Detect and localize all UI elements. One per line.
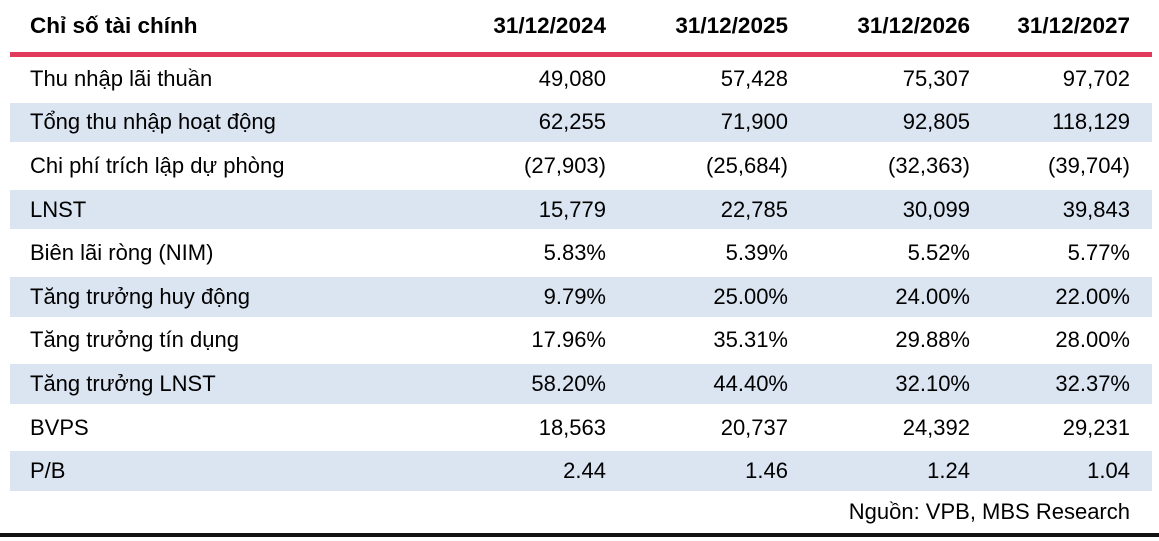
table-row: Thu nhập lãi thuần 49,080 57,428 75,307 97,7…	[10, 57, 1152, 101]
row-value: 32.10%	[895, 370, 970, 396]
row-label: BVPS	[30, 414, 89, 440]
row-value: 58.20%	[531, 370, 606, 396]
row-value: 49,080	[538, 65, 606, 91]
row-value: (39,704)	[1048, 152, 1130, 178]
bottom-divider	[0, 532, 1159, 537]
row-value: 2.44	[563, 458, 606, 484]
header-col-2027: 31/12/2027	[1017, 13, 1130, 38]
row-value: 5.52%	[907, 240, 970, 266]
row-value: 18,563	[538, 414, 606, 440]
row-value: 15,779	[538, 196, 606, 222]
row-value: 24,392	[902, 414, 970, 440]
row-value: 1.24	[927, 458, 970, 484]
row-value: (32,363)	[888, 152, 970, 178]
row-label: Biên lãi ròng (NIM)	[30, 240, 214, 266]
row-value: 71,900	[720, 109, 788, 135]
row-value: 22,785	[720, 196, 788, 222]
table-row: Tăng trưởng tín dụng 17.96% 35.31% 29.88% 28…	[10, 319, 1152, 363]
row-label: P/B	[30, 458, 66, 484]
row-value: (25,684)	[706, 152, 788, 178]
row-value: 75,307	[902, 65, 970, 91]
row-value: 5.39%	[725, 240, 788, 266]
table-body: Thu nhập lãi thuần 49,080 57,428 75,307 97,7…	[10, 57, 1152, 493]
header-col-2026: 31/12/2026	[857, 13, 970, 38]
financial-table: Chỉ số tài chính 31/12/2024 31/12/2025 3…	[10, 0, 1152, 493]
row-label: Tăng trưởng LNST	[30, 370, 216, 396]
header-col-2024: 31/12/2024	[493, 13, 606, 38]
header-label: Chỉ số tài chính	[30, 13, 198, 38]
row-value: 35.31%	[713, 327, 788, 353]
header-col-2025: 31/12/2025	[675, 13, 788, 38]
row-value: 25.00%	[713, 283, 788, 309]
row-value: 32.37%	[1055, 370, 1130, 396]
row-value: 28.00%	[1055, 327, 1130, 353]
row-value: 118,129	[1052, 109, 1130, 135]
row-value: 97,702	[1062, 65, 1130, 91]
row-value: 92,805	[902, 109, 970, 135]
row-value: 24.00%	[895, 283, 970, 309]
table-row: LNST 15,779 22,785 30,099 39,843	[10, 187, 1152, 232]
row-value: 57,428	[720, 65, 788, 91]
row-label: Chi phí trích lập dự phòng	[30, 152, 285, 178]
row-value: 20,737	[720, 414, 788, 440]
table-row: Tổng thu nhập hoạt động 62,255 71,900 92,80…	[10, 100, 1152, 145]
row-value: 44.40%	[713, 370, 788, 396]
table-row: Biên lãi ròng (NIM) 5.83% 5.39% 5.52% 5.77%	[10, 231, 1152, 275]
row-label: LNST	[30, 196, 87, 222]
row-label: Tăng trưởng tín dụng	[30, 327, 239, 353]
row-label: Tổng thu nhập hoạt động	[30, 109, 276, 135]
row-value: 17.96%	[531, 327, 606, 353]
row-value: 9.79%	[543, 283, 606, 309]
table-header-row: Chỉ số tài chính 31/12/2024 31/12/2025 3…	[10, 0, 1152, 57]
table-row: Tăng trưởng LNST 58.20% 44.40% 32.10% 32.37%	[10, 362, 1152, 406]
row-value: 30,099	[902, 196, 970, 222]
table-row: Tăng trưởng huy động 9.79% 25.00% 24.00% 22.…	[10, 274, 1152, 319]
row-value: 5.77%	[1067, 240, 1130, 266]
row-value: 29,231	[1062, 414, 1130, 440]
row-label: Tăng trưởng huy động	[30, 283, 250, 309]
row-value: 5.83%	[543, 240, 606, 266]
row-value: 1.46	[745, 458, 788, 484]
table-row: P/B 2.44 1.46 1.24 1.04	[10, 449, 1152, 493]
row-value: 29.88%	[895, 327, 970, 353]
table-row: Chi phí trích lập dự phòng (27,903) (25,68…	[10, 144, 1152, 188]
row-label: Thu nhập lãi thuần	[30, 65, 213, 91]
row-value: 1.04	[1087, 458, 1130, 484]
row-value: 22.00%	[1055, 283, 1130, 309]
row-value: 62,255	[538, 109, 606, 135]
source-row: Nguồn: VPB, MBS Research	[10, 497, 1152, 527]
row-value: 39,843	[1062, 196, 1130, 222]
table-row: BVPS 18,563 20,737 24,392 29,231	[10, 406, 1152, 450]
row-value: (27,903)	[524, 152, 606, 178]
source-note: Nguồn: VPB, MBS Research	[848, 499, 1130, 524]
